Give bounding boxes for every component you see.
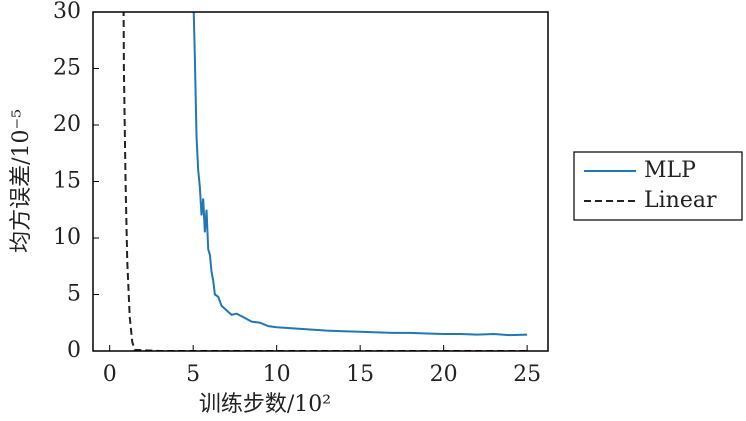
y-tick-label: 30: [53, 0, 81, 24]
y-tick-label: 20: [53, 112, 81, 137]
y-tick-label: 5: [67, 282, 81, 307]
y-tick-label: 10: [53, 225, 81, 250]
x-tick-label: 0: [103, 362, 117, 387]
legend-box: [573, 151, 743, 221]
x-tick-label: 25: [513, 362, 541, 387]
x-tick-label: 15: [346, 362, 374, 387]
x-tick-label: 10: [263, 362, 291, 387]
y-axis-label: 均方误差/10⁻⁵: [9, 109, 34, 253]
legend-label: Linear: [644, 188, 717, 213]
x-tick-label: 5: [186, 362, 200, 387]
y-tick-label: 15: [53, 169, 81, 194]
series-line: [192, 12, 528, 337]
legend-label: MLP: [644, 158, 696, 183]
plot-frame: [92, 11, 549, 352]
x-axis-label: 训练步数/10²: [199, 392, 331, 417]
series-line: [122, 12, 528, 351]
plot-area: [122, 12, 528, 351]
y-tick-label: 25: [53, 56, 81, 81]
x-tick-label: 20: [430, 362, 458, 387]
y-tick-label: 0: [67, 338, 81, 363]
